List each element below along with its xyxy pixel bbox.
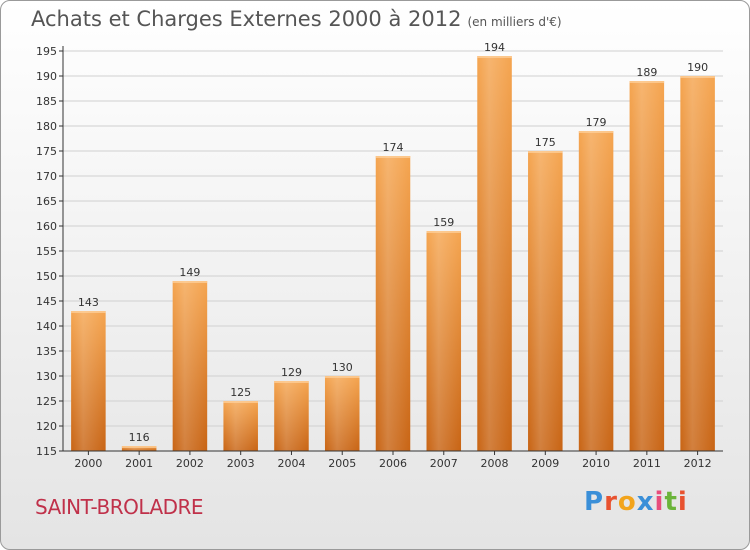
x-tick-label: 2000 bbox=[74, 457, 102, 470]
y-tick-label: 115 bbox=[36, 445, 57, 458]
y-tick-label: 150 bbox=[36, 270, 57, 283]
bar-cap bbox=[629, 81, 665, 83]
data-label: 174 bbox=[383, 141, 404, 154]
logo-letter: x bbox=[636, 487, 655, 517]
bar-shine bbox=[680, 76, 715, 451]
data-label: 129 bbox=[281, 366, 302, 379]
bar-shine bbox=[274, 381, 309, 451]
bar-shine bbox=[172, 281, 208, 451]
place-name: SAINT-BROLADRE bbox=[35, 495, 204, 519]
data-label: 116 bbox=[129, 431, 150, 444]
y-tick-label: 125 bbox=[36, 395, 57, 408]
data-labels: 143 116 149 125 129 130 174 159 194 175 179 189 190 bbox=[78, 41, 708, 444]
logo-letter: P bbox=[584, 487, 605, 517]
x-tick-label: 2002 bbox=[176, 457, 204, 470]
bar-shine bbox=[528, 151, 563, 451]
bars bbox=[71, 56, 715, 451]
logo-letter: r bbox=[604, 487, 618, 517]
y-tick-label: 140 bbox=[36, 320, 57, 333]
bar-shine bbox=[121, 446, 157, 451]
x-tick-label: 2001 bbox=[125, 457, 153, 470]
y-tick-label: 170 bbox=[36, 170, 57, 183]
bar-cap bbox=[375, 156, 411, 158]
axes: 115 120 125 130 135 140 145 150 155 160 165 170 175 1… bbox=[36, 45, 723, 470]
data-label: 130 bbox=[332, 361, 353, 374]
y-tick-label: 145 bbox=[36, 295, 57, 308]
x-tick-label: 2006 bbox=[379, 457, 407, 470]
bar-shine bbox=[426, 231, 462, 451]
bar-shine bbox=[324, 376, 360, 451]
bar-shine bbox=[629, 81, 665, 451]
data-label: 143 bbox=[78, 296, 99, 309]
bar-shine bbox=[477, 56, 512, 451]
y-tick-label: 135 bbox=[36, 345, 57, 358]
bar-cap bbox=[528, 151, 563, 153]
logo-letter: o bbox=[617, 487, 637, 517]
chart-title: Achats et Charges Externes 2000 à 2012 (e… bbox=[31, 7, 562, 31]
bar-cap bbox=[223, 401, 258, 403]
bar-cap bbox=[680, 76, 715, 78]
bar-cap bbox=[477, 56, 512, 58]
data-label: 175 bbox=[535, 136, 556, 149]
data-label: 125 bbox=[230, 386, 251, 399]
bar-cap bbox=[578, 131, 614, 133]
x-tick-label: 2008 bbox=[481, 457, 509, 470]
bar-cap bbox=[426, 231, 462, 233]
y-tick-label: 130 bbox=[36, 370, 57, 383]
x-tick-label: 2003 bbox=[227, 457, 255, 470]
y-tick-label: 195 bbox=[36, 45, 57, 58]
proxiti-logo: Proxiti bbox=[584, 487, 688, 517]
bar-cap bbox=[274, 381, 309, 383]
y-tick-label: 185 bbox=[36, 95, 57, 108]
unit-note: (en milliers d'€) bbox=[467, 15, 562, 29]
bar-cap bbox=[172, 281, 208, 283]
y-tick-label: 165 bbox=[36, 195, 57, 208]
bar-cap bbox=[71, 311, 106, 313]
data-label: 190 bbox=[687, 61, 708, 74]
bar-shine bbox=[223, 401, 258, 451]
x-tick-label: 2010 bbox=[582, 457, 610, 470]
y-tick-label: 160 bbox=[36, 220, 57, 233]
bar-shine bbox=[375, 156, 411, 451]
bar-cap bbox=[324, 376, 360, 378]
bar-shine bbox=[71, 311, 106, 451]
x-tick-label: 2007 bbox=[430, 457, 458, 470]
x-tick-label: 2009 bbox=[531, 457, 559, 470]
bar-shine bbox=[578, 131, 614, 451]
data-label: 189 bbox=[636, 66, 657, 79]
data-label: 159 bbox=[433, 216, 454, 229]
data-label: 149 bbox=[179, 266, 200, 279]
y-tick-label: 120 bbox=[36, 420, 57, 433]
y-tick-label: 190 bbox=[36, 70, 57, 83]
data-label: 194 bbox=[484, 41, 505, 54]
data-label: 179 bbox=[586, 116, 607, 129]
x-tick-label: 2004 bbox=[277, 457, 305, 470]
logo-letter: i bbox=[677, 487, 688, 517]
x-tick-label: 2005 bbox=[328, 457, 356, 470]
y-tick-label: 175 bbox=[36, 145, 57, 158]
y-tick-label: 180 bbox=[36, 120, 57, 133]
logo-letter: t bbox=[664, 487, 678, 517]
chart-title-text: Achats et Charges Externes 2000 à 2012 bbox=[31, 7, 462, 31]
x-tick-label: 2011 bbox=[633, 457, 661, 470]
x-tick-label: 2012 bbox=[684, 457, 712, 470]
bar-cap bbox=[121, 446, 157, 448]
logo-letter: i bbox=[654, 487, 665, 517]
y-tick-label: 155 bbox=[36, 245, 57, 258]
